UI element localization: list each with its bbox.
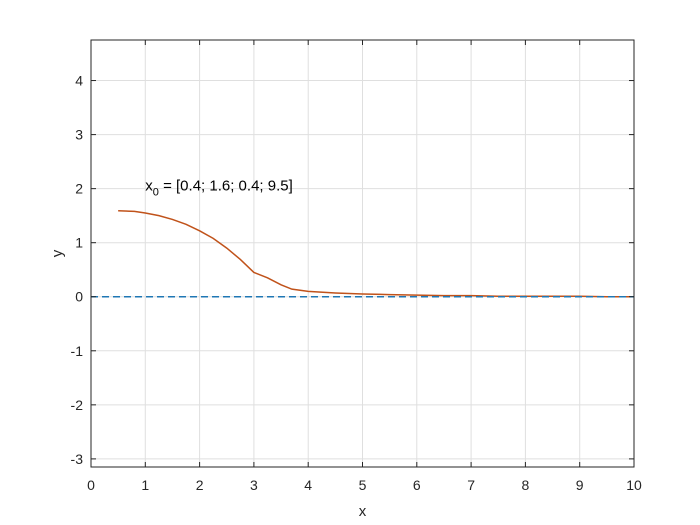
y-tick-label: -2 [71,397,84,413]
x-tick-label: 7 [467,477,475,493]
x-tick-label: 4 [304,477,312,493]
y-tick-label: 4 [75,73,83,89]
annotation-base: x [145,177,153,194]
x-tick-label: 3 [250,477,258,493]
x-tick-label: 9 [576,477,584,493]
y-tick-label: 1 [75,235,83,251]
y-tick-label: -3 [71,451,84,467]
x-axis-label: x [359,503,367,520]
y-tick-label: 2 [75,181,83,197]
x-tick-label: 1 [141,477,149,493]
x-tick-label: 0 [87,477,95,493]
x-tick-label: 6 [413,477,421,493]
ticks: 0 1 2 3 4 5 6 7 8 9 10 -3 -2 -1 0 1 2 3 4 [71,40,642,493]
x-tick-label: 10 [626,477,642,493]
y-axis-label: y [49,249,66,257]
y-tick-label: 3 [75,127,83,143]
annotation-text: = [0.4; 1.6; 0.4; 9.5] [159,177,293,194]
solution-curve [118,210,634,298]
x-tick-label: 2 [196,477,204,493]
y-tick-label: 0 [75,289,83,305]
annotation-subscript: 0 [153,186,159,198]
x-tick-label: 8 [522,477,530,493]
series-layer [91,210,634,298]
annotation: x0 = [0.4; 1.6; 0.4; 9.5] [145,177,292,198]
y-tick-label: -1 [71,343,84,359]
x-tick-label: 5 [359,477,367,493]
